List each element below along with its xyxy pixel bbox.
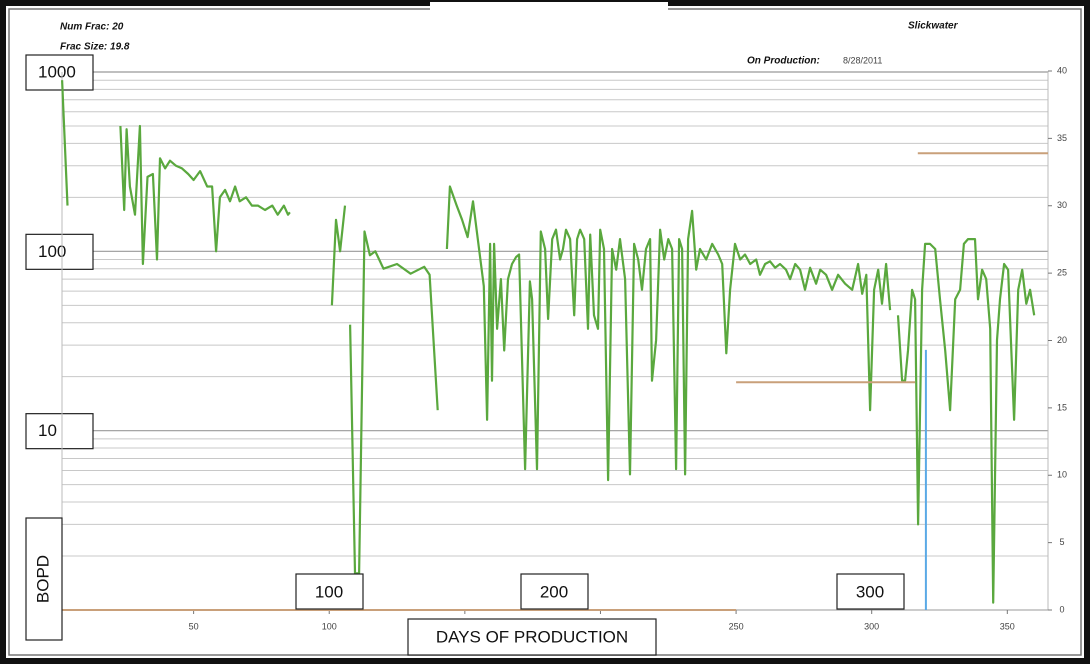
y2-tick-label: 0 <box>1059 604 1064 614</box>
y-tick-label: 1000 <box>38 62 76 81</box>
y-tick-label: 10 <box>38 421 57 440</box>
annotation-box <box>836 573 905 610</box>
x-tick-label: 250 <box>729 621 744 631</box>
y-tick-label: 100 <box>38 242 66 261</box>
frac-size: Frac Size: 19.8 <box>60 42 130 53</box>
series-line <box>62 152 1048 611</box>
x-tick-label: 300 <box>864 621 879 631</box>
x-label: DAYS OF PRODUCTION <box>436 627 628 646</box>
on-production-date: 8/28/2011 <box>843 55 882 65</box>
y2-tick-label: 40 <box>1057 65 1067 75</box>
y2-tick-label: 25 <box>1057 268 1067 278</box>
on-production-label: On Production: <box>747 56 820 67</box>
y-label: BOPD <box>33 555 52 603</box>
y2-tick-label: 5 <box>1059 537 1064 547</box>
x-tick-label: 50 <box>189 621 199 631</box>
y-tick-box <box>25 233 94 270</box>
annotation-box <box>520 573 589 610</box>
top-tab <box>430 2 668 16</box>
y2-tick-label: 20 <box>1057 335 1067 345</box>
series-line <box>61 80 1036 604</box>
x-label-box <box>407 618 657 656</box>
fluid: Slickwater <box>908 21 959 32</box>
plot-area: 1010010000510152025303540501001502002503… <box>25 54 1067 631</box>
annotation: 100 <box>315 582 343 601</box>
x-tick-label: 100 <box>322 621 337 631</box>
annotation: 300 <box>856 582 884 601</box>
x-tick-label: 350 <box>1000 621 1015 631</box>
annotation-box <box>295 573 364 610</box>
y-tick-box <box>25 54 94 91</box>
y-tick-box <box>25 413 94 450</box>
annotation: 200 <box>540 582 568 601</box>
y-label-box <box>25 517 63 641</box>
y2-tick-label: 10 <box>1057 470 1067 480</box>
y2-tick-label: 30 <box>1057 200 1067 210</box>
y2-tick-label: 35 <box>1057 133 1067 143</box>
num-frac: Num Frac: 20 <box>60 22 124 33</box>
y2-tick-label: 15 <box>1057 402 1067 412</box>
